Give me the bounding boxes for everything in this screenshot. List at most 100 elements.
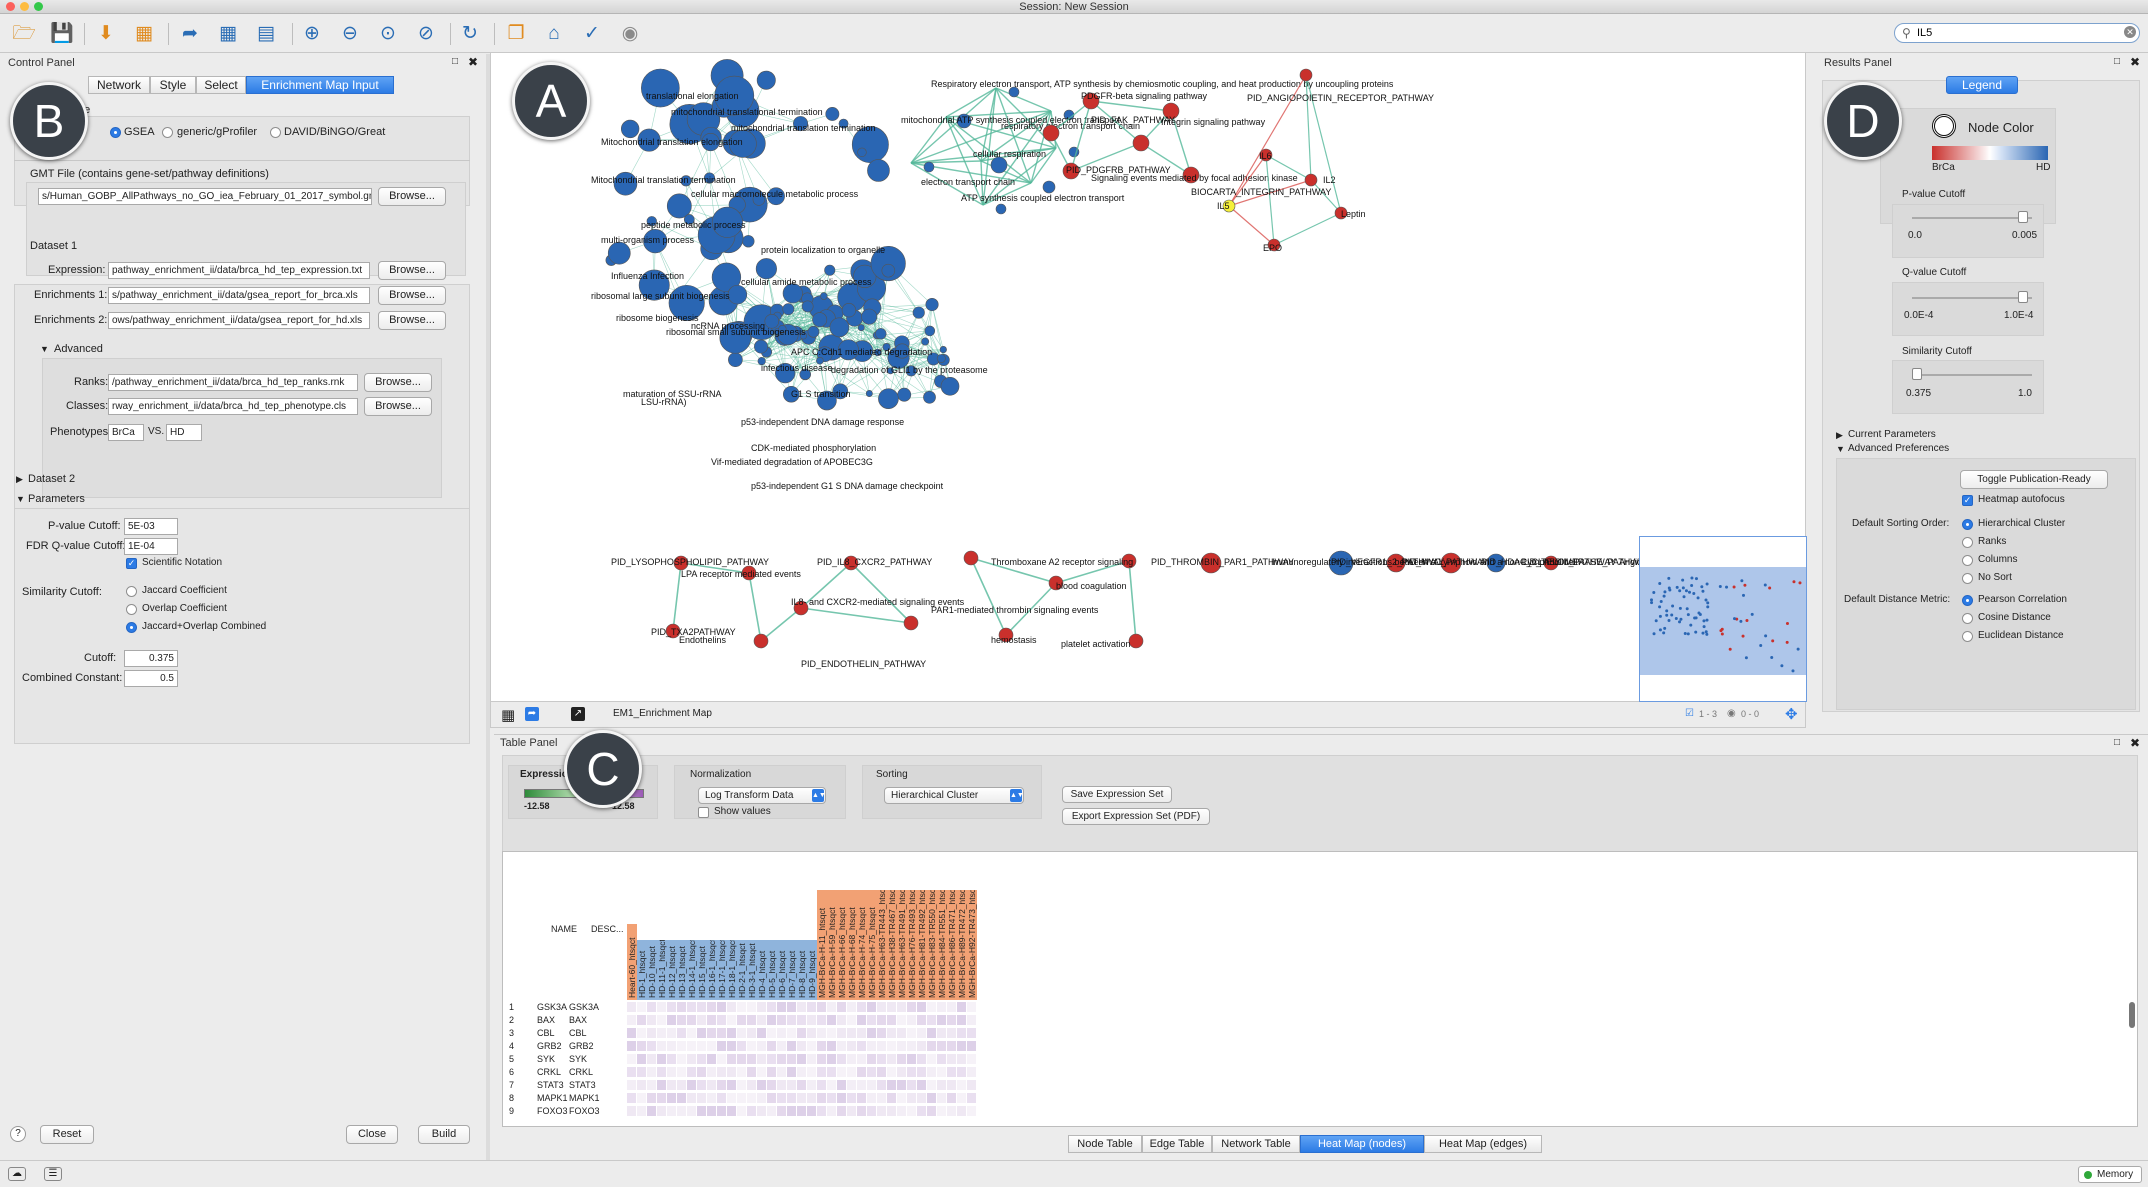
heatmap-cell[interactable] (887, 1067, 897, 1078)
heatmap-column-header[interactable]: MGH-BrCa-H-75_htsqct (867, 890, 877, 1000)
network-node[interactable] (832, 383, 849, 400)
network-node[interactable] (897, 387, 912, 402)
heatmap-cell[interactable] (767, 1067, 777, 1078)
zoom-in-icon[interactable]: ⊕ (304, 23, 320, 44)
network-node[interactable] (711, 262, 742, 292)
network-node[interactable] (801, 300, 814, 313)
network-graph[interactable]: translational elongation mitochondrial tr… (491, 53, 1807, 703)
heatmap-column-header[interactable]: MGH-BrCa-H92-TR473_htsqct (967, 890, 977, 1000)
heatmap-cell[interactable] (817, 1041, 827, 1052)
heatmap-cell[interactable] (647, 1002, 657, 1013)
network-edge[interactable] (672, 562, 682, 632)
clear-search-icon[interactable]: ✕ (2124, 26, 2136, 38)
heatmap-cell[interactable] (907, 1054, 917, 1065)
heatmap-cell[interactable] (917, 1015, 927, 1026)
network-edge[interactable] (1305, 74, 1342, 214)
heatmap-cell[interactable] (657, 1015, 667, 1026)
heatmap-cell[interactable] (787, 1041, 797, 1052)
network-edge[interactable] (839, 327, 899, 358)
network-edge[interactable] (760, 607, 802, 642)
advanced-preferences-label[interactable]: Advanced Preferences (1848, 443, 1950, 454)
heatmap-cell[interactable] (897, 1054, 907, 1065)
tab-network[interactable]: Network (88, 76, 150, 94)
heatmap-cell[interactable] (947, 1080, 957, 1091)
heatmap-column-header[interactable]: HD-6_htsqct (777, 940, 787, 1000)
heatmap-cell[interactable] (917, 1002, 927, 1013)
heatmap-cell[interactable] (667, 1002, 677, 1013)
network-node[interactable] (752, 193, 766, 206)
network-edge[interactable] (1005, 582, 1057, 636)
heatmap-cell[interactable] (957, 1041, 967, 1052)
network-node[interactable] (807, 325, 820, 338)
heatmap-column-header[interactable]: HD-2-1_htsqct (737, 940, 747, 1000)
heatmap-cell[interactable] (757, 1080, 767, 1091)
network-node[interactable] (680, 175, 692, 187)
heatmap-cell[interactable] (777, 1041, 787, 1052)
heatmap-cell[interactable] (957, 1028, 967, 1039)
heatmap-cell[interactable] (967, 1054, 977, 1065)
heatmap-cell[interactable] (667, 1028, 677, 1039)
heatmap-cell[interactable] (937, 1080, 947, 1091)
heatmap-cell[interactable] (687, 1067, 697, 1078)
network-edge[interactable] (1305, 74, 1312, 181)
heatmap-cell[interactable] (877, 1093, 887, 1104)
tab-select[interactable]: Select (196, 76, 246, 94)
heatmap-cell[interactable] (807, 1093, 817, 1104)
tab-heat-map-edges[interactable]: Heat Map (edges) (1424, 1135, 1542, 1153)
heatmap-cell[interactable] (777, 1080, 787, 1091)
network-edge[interactable] (1090, 100, 1142, 144)
heatmap-cell[interactable] (877, 1054, 887, 1065)
enrichments1-browse-button[interactable]: Browse... (378, 286, 446, 305)
heatmap-cell[interactable] (957, 1080, 967, 1091)
heatmap-cell[interactable] (817, 1080, 827, 1091)
heatmap-cell[interactable] (647, 1080, 657, 1091)
heatmap-cell[interactable] (907, 1041, 917, 1052)
heatmap-cell[interactable] (797, 1067, 807, 1078)
heatmap-cell[interactable] (967, 1080, 977, 1091)
heatmap-cell[interactable] (837, 1080, 847, 1091)
heatmap-cell[interactable] (857, 1002, 867, 1013)
heatmap-cell[interactable] (837, 1028, 847, 1039)
network-node[interactable] (1386, 553, 1406, 573)
memory-button[interactable]: Memory (2078, 1166, 2142, 1183)
network-node[interactable] (757, 357, 766, 366)
heatmap-cell[interactable] (947, 1015, 957, 1026)
network-edge[interactable] (910, 116, 947, 164)
heatmap-column-header[interactable]: MGH-BrCa-H-11_htsqct (817, 890, 827, 1000)
heatmap-cell[interactable] (907, 1106, 917, 1117)
network-node[interactable] (878, 388, 899, 409)
heatmap-cell[interactable] (727, 1093, 737, 1104)
heatmap-cell[interactable] (967, 1067, 977, 1078)
heatmap-cell[interactable] (817, 1015, 827, 1026)
heatmap-cell[interactable] (937, 1015, 947, 1026)
network-node[interactable] (820, 292, 828, 300)
heatmap-cell[interactable] (707, 1106, 717, 1117)
heatmap-cell[interactable] (717, 1093, 727, 1104)
save-session-icon[interactable]: 💾 (50, 23, 74, 44)
heatmap-cell[interactable] (907, 1067, 917, 1078)
heatmap-cell[interactable] (717, 1015, 727, 1026)
heatmap-cell[interactable] (797, 1106, 807, 1117)
heatmap-cell[interactable] (897, 1093, 907, 1104)
heatmap-cell[interactable] (747, 1080, 757, 1091)
network-node[interactable] (641, 68, 680, 108)
heatmap-cell[interactable] (747, 1054, 757, 1065)
heatmap-cell[interactable] (957, 1015, 967, 1026)
phenotype1-field[interactable]: BrCa (108, 424, 144, 441)
heatmap-cell[interactable] (657, 1054, 667, 1065)
heatmap-cell[interactable] (937, 1041, 947, 1052)
heatmap-cell[interactable] (787, 1028, 797, 1039)
heatmap-cell[interactable] (837, 1041, 847, 1052)
network-node[interactable] (719, 321, 752, 354)
heatmap-cell[interactable] (627, 1015, 637, 1026)
heatmap-column-header[interactable]: HD-5_htsqct (767, 940, 777, 1000)
close-panel-icon[interactable]: ✖ (2130, 736, 2141, 750)
tab-style[interactable]: Style (150, 76, 196, 94)
network-node[interactable] (923, 390, 936, 404)
heatmap-cell[interactable] (847, 1002, 857, 1013)
close-panel-icon[interactable]: ✖ (468, 55, 479, 69)
network-edge[interactable] (945, 116, 982, 162)
heatmap-cell[interactable] (697, 1028, 707, 1039)
heatmap-cell[interactable] (627, 1067, 637, 1078)
network-node[interactable] (727, 284, 748, 305)
